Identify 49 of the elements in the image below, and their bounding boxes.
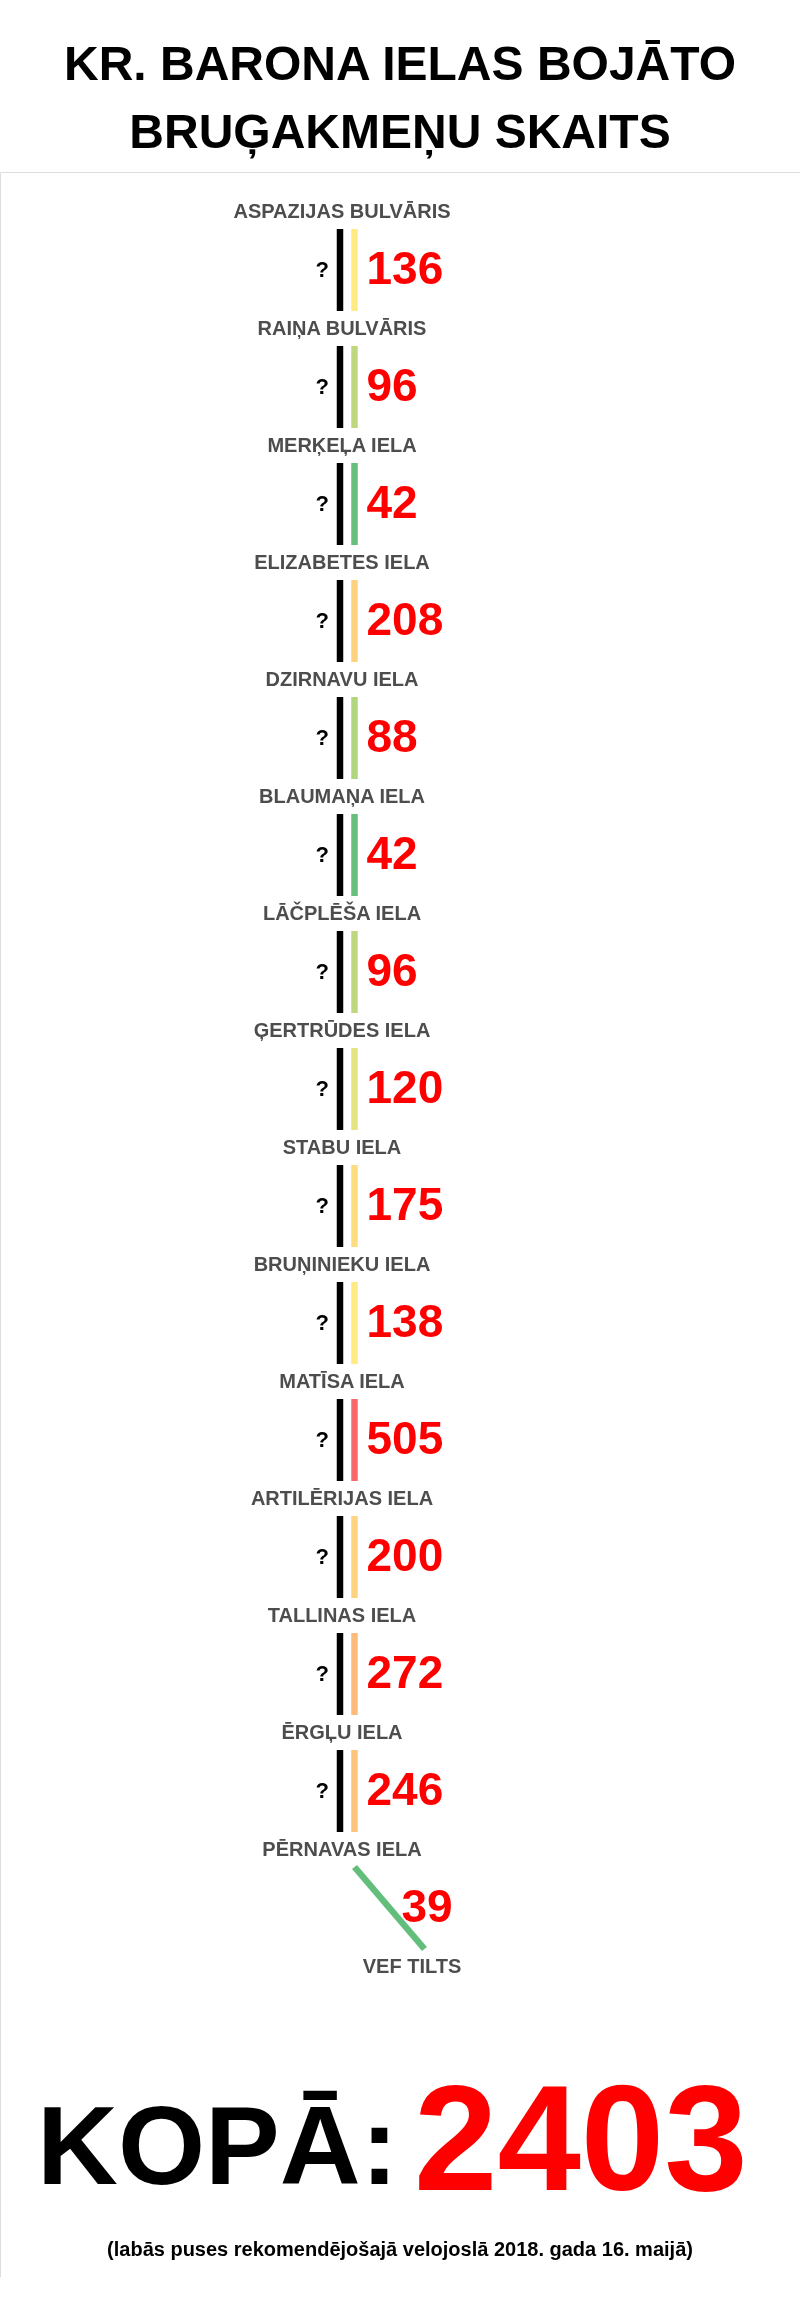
category-label: MATĪSA IELA bbox=[279, 1370, 405, 1392]
category-label: ELIZABETES IELA bbox=[254, 551, 430, 573]
category-label: ĒRGĻU IELA bbox=[281, 1721, 403, 1743]
data-label: 200 bbox=[366, 1529, 444, 1581]
category-label: STABU IELA bbox=[282, 1136, 402, 1158]
category-label: VEF TILTS bbox=[362, 1955, 462, 1977]
data-label: 88 bbox=[366, 710, 418, 762]
category-label: PĒRNAVAS IELA bbox=[262, 1838, 422, 1860]
data-label: 39 bbox=[401, 1880, 453, 1932]
data-label: 120 bbox=[366, 1061, 444, 1113]
data-label: 96 bbox=[366, 359, 418, 411]
data-label: ? bbox=[315, 374, 329, 399]
data-label: 42 bbox=[366, 827, 418, 879]
data-label: ? bbox=[315, 1076, 329, 1101]
text: KOPĀ: bbox=[37, 2083, 398, 2208]
data-label: 208 bbox=[366, 593, 444, 645]
data-label: ? bbox=[315, 257, 329, 282]
data-label: ? bbox=[315, 842, 329, 867]
category-label: BLAUMAŅA IELA bbox=[259, 785, 425, 807]
data-label: 505 bbox=[366, 1412, 444, 1464]
data-label: 272 bbox=[366, 1646, 444, 1698]
data-label: ? bbox=[315, 1427, 329, 1452]
category-label: MERĶEĻA IELA bbox=[267, 434, 417, 456]
category-label: LĀČPLĒŠA IELA bbox=[262, 901, 422, 924]
category-label: BRUŅINIEKU IELA bbox=[253, 1253, 431, 1275]
category-label: ARTILĒRIJAS IELA bbox=[250, 1487, 434, 1509]
data-label: ? bbox=[315, 959, 329, 984]
category-label: ASPAZIJAS BULVĀRIS bbox=[233, 200, 451, 222]
data-label: ? bbox=[315, 1310, 329, 1335]
category-label: TALLINAS IELA bbox=[267, 1604, 417, 1626]
text: (labās puses rekomendējošajā velojoslā 2018. gada 16. maijā) bbox=[107, 2238, 693, 2260]
data-label: ? bbox=[315, 1661, 329, 1686]
data-label: ? bbox=[315, 1544, 329, 1569]
data-label: 138 bbox=[366, 1295, 444, 1347]
data-label: 136 bbox=[366, 242, 444, 294]
data-label: ? bbox=[315, 1778, 329, 1803]
category-label: ĢERTRŪDES IELA bbox=[253, 1019, 431, 1041]
data-label: ? bbox=[315, 608, 329, 633]
text: KR. BARONA IELAS BOJĀTO BRUĢAKMEŅU SKAITS bbox=[63, 37, 737, 159]
data-label: ? bbox=[315, 1193, 329, 1218]
data-label: 42 bbox=[366, 476, 418, 528]
category-label: DZIRNAVU IELA bbox=[265, 668, 419, 690]
category-label: RAIŅA BULVĀRIS bbox=[257, 317, 427, 339]
data-label: ? bbox=[315, 491, 329, 516]
data-label: 175 bbox=[366, 1178, 444, 1230]
data-label: 246 bbox=[366, 1763, 444, 1815]
data-label: 96 bbox=[366, 944, 418, 996]
data-label: ? bbox=[315, 725, 329, 750]
text: 2403 bbox=[414, 2054, 748, 2222]
